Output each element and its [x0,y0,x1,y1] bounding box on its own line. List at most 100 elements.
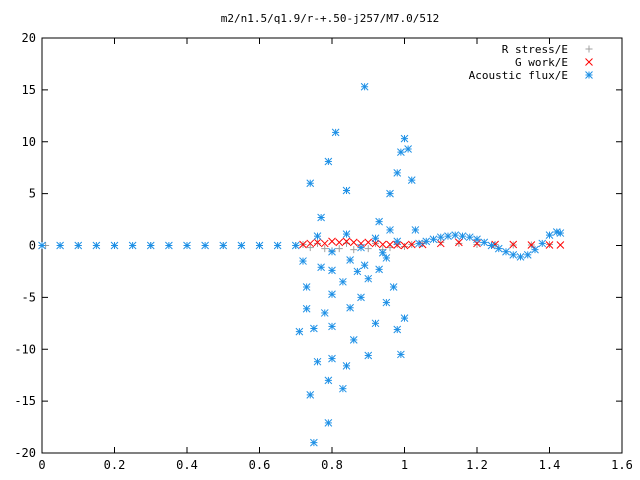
x-tick-label: 1 [401,458,408,472]
data-point [364,351,373,360]
data-point [556,241,565,249]
data-point [306,391,315,399]
legend-label: Acoustic flux/E [469,69,568,82]
data-point [349,336,358,344]
data-point [556,229,565,237]
data-point [364,238,373,247]
data-point [404,145,412,153]
data-point [317,213,325,222]
data-point [386,226,394,234]
data-point [74,241,83,250]
x-tick-label: 0.6 [249,458,271,472]
legend-label: G work/E [515,56,568,69]
data-point [422,237,431,246]
data-point [465,233,474,242]
data-point [545,231,554,239]
data-point [299,257,307,265]
data-point [328,290,336,299]
data-point [407,176,416,184]
data-point [364,245,372,253]
data-point [531,245,539,254]
data-point [538,239,547,248]
data-point [306,244,314,252]
data-point [401,243,408,251]
data-point [509,250,518,259]
data-point [291,241,300,250]
data-point [306,239,315,248]
data-point [328,247,336,256]
data-point [328,237,336,246]
y-tick-label: 5 [29,187,36,201]
data-point [320,239,329,248]
data-point [335,245,343,253]
data-point [165,241,173,250]
data-point [523,250,532,259]
data-point [393,241,402,249]
data-point [342,186,351,195]
data-point [339,384,347,393]
data-point [415,239,423,248]
data-point [335,238,344,247]
data-point [378,240,387,249]
x-axis: 0 0.2 0.4 0.6 0.8 1 1.2 1.4 1.6 [38,38,633,472]
data-point [429,235,438,244]
data-point [324,157,333,166]
data-point [371,319,380,328]
data-point [255,241,264,250]
x-tick-label: 0.4 [176,458,198,472]
data-point [295,327,304,336]
chart-title: m2/n1.5/q1.9/r-+.50-j257/M7.0/512 [221,12,440,25]
data-point [375,265,383,274]
data-point [357,243,365,252]
y-tick-label: 10 [22,135,36,149]
data-point [342,230,351,238]
data-point [455,238,463,247]
data-point [393,237,402,246]
data-point [219,241,228,250]
data-point [371,234,380,243]
y-tick-label: 20 [22,31,36,45]
y-tick-label: -15 [14,394,36,408]
x-tick-label: 0.2 [104,458,126,472]
data-point [473,235,481,244]
y-tick-label: -5 [22,290,36,304]
data-point [516,253,525,261]
data-point [353,267,362,276]
data-point [317,263,325,272]
legend-marker [585,58,593,66]
data-point [349,238,358,247]
data-point [386,189,394,198]
data-point [502,247,510,256]
data-point [56,241,64,250]
data-point [378,248,387,257]
legend-label: R stress/E [502,43,568,56]
data-point [331,128,340,137]
x-tick-label: 1.2 [466,458,488,472]
data-point [38,241,46,250]
legend-marker [585,71,593,79]
data-point [302,304,311,313]
data-point [400,241,409,250]
data-point [407,240,416,249]
data-point [324,376,333,385]
x-tick-label: 0.8 [321,458,343,472]
y-axis: 20 15 10 5 0 -5 -10 -15 -20 [14,31,622,460]
data-point [397,350,405,359]
data-point [310,324,318,333]
data-point [386,244,394,252]
data-point [389,283,398,291]
data-point [545,241,554,249]
plot-frame [41,37,623,454]
data-point [328,322,336,331]
data-point [273,241,282,250]
data-point [328,354,336,363]
data-point [146,241,155,250]
data-point [110,241,119,250]
data-point [350,246,358,254]
data-point [314,239,321,247]
data-point [357,293,365,302]
data-point [451,231,460,239]
data-point [397,148,405,156]
data-point [321,245,329,253]
